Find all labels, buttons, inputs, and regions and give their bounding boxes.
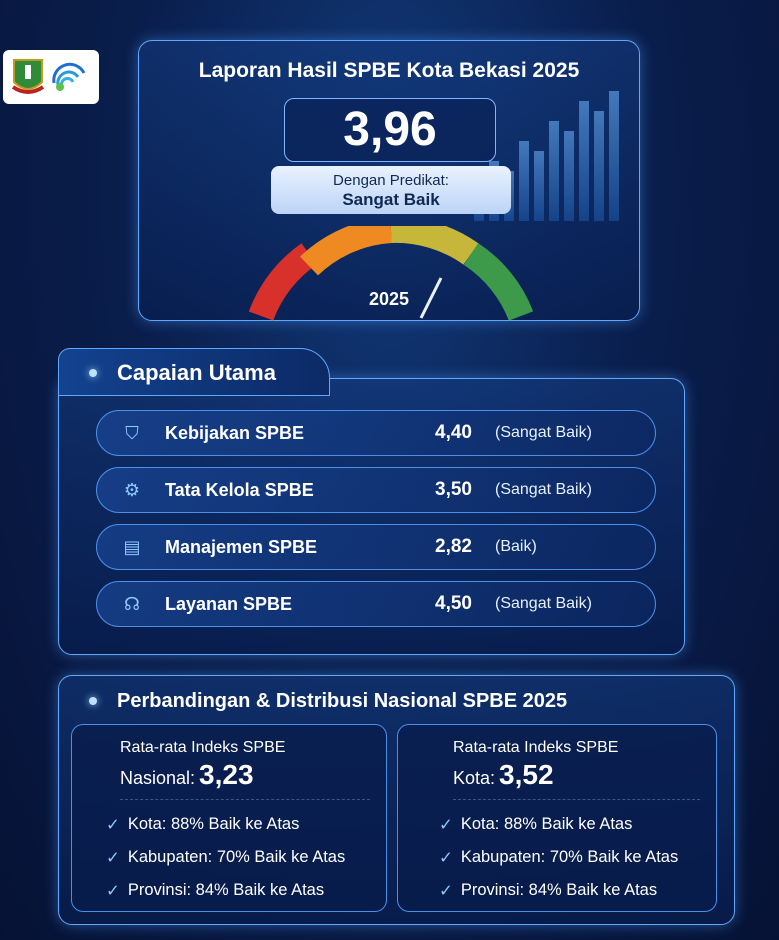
capaian-title-tab: Capaian Utama [58, 348, 330, 396]
check-text: Kabupaten: 70% Baik ke Atas [460, 848, 679, 866]
glow-dot [89, 369, 97, 377]
item-predicate: (Sangat Baik) [495, 481, 592, 498]
check-item: ✓ Provinsi: 84% Baik ke Atas [439, 874, 716, 907]
box-sub: Kota: [453, 768, 496, 788]
check-item: ✓ Provinsi: 84% Baik ke Atas [106, 874, 386, 907]
shield-check-icon: ⛉ [125, 422, 139, 443]
capaian-row: ☊ Layanan SPBE 4,50 (Sangat Baik) [96, 581, 656, 627]
city-emblem-icon [11, 59, 44, 94]
national-box: Rata-rata Indeks SPBE Nasional: 3,23 ✓ Kot… [71, 724, 387, 912]
capaian-title: Capaian Utama [117, 360, 276, 385]
gear-icon: ⚙ [123, 479, 141, 500]
check-text: Kabupaten: 70% Baik ke Atas [127, 848, 346, 866]
predicate-label: Dengan Predikat: [333, 172, 449, 189]
capaian-row: ⚙ Tata Kelola SPBE 3,50 (Sangat Baik) [96, 467, 656, 513]
diskominfo-logo-icon [51, 62, 85, 91]
item-value: 4,40 [435, 422, 472, 443]
box-value-line: Nasional: 3,23 [120, 759, 386, 791]
logo [3, 50, 99, 104]
item-predicate: (Sangat Baik) [495, 424, 592, 441]
item-value: 4,50 [435, 593, 472, 614]
predicate-box: Dengan Predikat: Sangat Baik [271, 166, 511, 214]
gauge-year: 2025 [368, 289, 410, 309]
box-label: Rata-rata Indeks SPBE [453, 739, 619, 756]
box-sub: Nasional: [120, 768, 196, 788]
check-icon: ✓ [106, 881, 120, 900]
check-icon: ✓ [439, 881, 453, 900]
divider [453, 799, 700, 800]
glow-dot [89, 697, 97, 705]
item-name: Tata Kelola SPBE [165, 479, 314, 500]
item-value: 3,50 [435, 479, 472, 500]
clipboard-icon: ▤ [123, 536, 141, 557]
check-text: Provinsi: 84% Baik ke Atas [127, 881, 325, 899]
check-item: ✓ Kabupaten: 70% Baik ke Atas [106, 841, 386, 874]
capaian-row: ▤ Manajemen SPBE 2,82 (Baik) [96, 524, 656, 570]
overall-score: 3,96 [284, 98, 496, 162]
item-name: Layanan SPBE [165, 593, 293, 614]
capaian-panel: ⛉ Kebijakan SPBE 4,40 (Sangat Baik) ⚙ Tata K… [58, 378, 685, 655]
perbandingan-panel: Perbandingan & Distribusi Nasional SPBE … [58, 675, 735, 925]
check-icon: ✓ [439, 815, 453, 834]
check-icon: ✓ [106, 815, 120, 834]
headset-icon: ☊ [124, 593, 140, 614]
gauge [249, 226, 533, 321]
item-value: 2,82 [435, 536, 472, 557]
check-text: Provinsi: 84% Baik ke Atas [460, 881, 658, 899]
check-text: Kota: 88% Baik ke Atas [460, 815, 633, 833]
check-item: ✓ Kota: 88% Baik ke Atas [439, 808, 716, 841]
summary-card: Laporan Hasil SPBE Kota Bekasi 2025 3,96… [138, 40, 640, 321]
predicate-value: Sangat Baik [342, 190, 440, 209]
city-box: Rata-rata Indeks SPBE Kota: 3,52 ✓ Kota: 8… [397, 724, 717, 912]
check-icon: ✓ [439, 848, 453, 867]
check-item: ✓ Kabupaten: 70% Baik ke Atas [439, 841, 716, 874]
perbandingan-title: Perbandingan & Distribusi Nasional SPBE … [117, 690, 568, 712]
item-name: Kebijakan SPBE [165, 422, 305, 443]
box-value: 3,52 [499, 759, 554, 790]
item-predicate: (Baik) [495, 538, 537, 555]
box-label: Rata-rata Indeks SPBE [120, 739, 286, 756]
item-name: Manajemen SPBE [165, 536, 318, 557]
check-text: Kota: 88% Baik ke Atas [127, 815, 300, 833]
divider [120, 799, 370, 800]
capaian-row: ⛉ Kebijakan SPBE 4,40 (Sangat Baik) [96, 410, 656, 456]
check-item: ✓ Kota: 88% Baik ke Atas [106, 808, 386, 841]
box-value: 3,23 [199, 759, 254, 790]
report-title: Laporan Hasil SPBE Kota Bekasi 2025 [198, 59, 580, 82]
item-predicate: (Sangat Baik) [495, 595, 592, 612]
box-value-line: Kota: 3,52 [453, 759, 716, 791]
check-icon: ✓ [106, 848, 120, 867]
